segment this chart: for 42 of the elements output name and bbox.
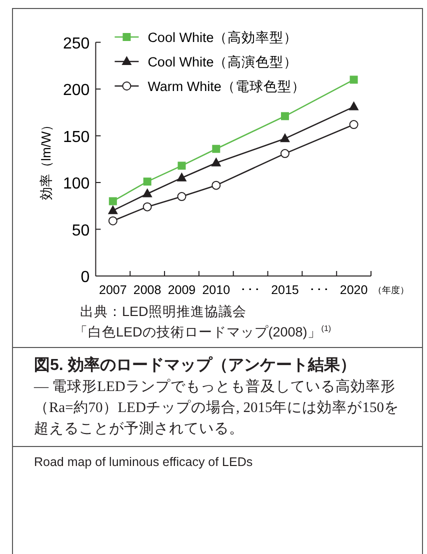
x-tick-label: 2015	[271, 283, 299, 297]
legend-label: Cool White（高効率型）	[148, 30, 298, 45]
point	[142, 188, 152, 198]
point	[177, 192, 186, 202]
point	[280, 112, 289, 120]
y-tick-label: 150	[62, 128, 90, 146]
text: Road map of luminous efficacy of LEDs	[12, 446, 423, 469]
point	[280, 133, 290, 142]
point	[349, 120, 358, 130]
point	[280, 149, 290, 158]
point	[348, 101, 359, 110]
legend-label: Cool White（高演色型）	[148, 54, 298, 70]
x-tick-label: ･･･	[308, 283, 330, 297]
y-tick-label: 100	[62, 176, 90, 193]
y-tick-label: 50	[72, 222, 90, 240]
point	[108, 216, 118, 226]
y-tick-label: 0	[80, 269, 90, 286]
point	[212, 180, 221, 190]
y-tick-label: 200	[62, 82, 90, 100]
y-tick-label: 250	[62, 35, 90, 52]
x-axis-title: （年度）	[373, 285, 409, 295]
point	[178, 162, 186, 170]
x-tick-label: 2008	[133, 283, 162, 297]
point	[212, 144, 220, 153]
text: 「白色LEDの技術ロードマップ(2008)」$^{(1)}$	[74, 323, 332, 340]
text: — 電球形LEDランプでもっとも普及している高効率形（Ra=約70）LEDチップの場合, 2015年には効率が150を超えることが予測されている。	[34, 378, 400, 439]
text: 図5. 効率のロードマップ（アンケート結果）	[34, 356, 357, 376]
point	[108, 197, 117, 206]
x-tick-label: ･･･	[240, 283, 262, 297]
x-tick-label: 2007	[99, 283, 127, 297]
point	[211, 157, 222, 166]
point	[108, 205, 118, 214]
point	[176, 172, 187, 182]
x-tick-label: 2010	[202, 283, 230, 297]
point	[142, 202, 152, 212]
y-axis-title: 効率（lm/W）	[38, 118, 54, 200]
source-note: 出典：LED照明推進協議会	[80, 303, 248, 320]
x-tick-label: 2009	[168, 283, 196, 297]
x-tick-label: 2020	[340, 283, 368, 297]
legend-label: Warm White（電球色型）	[148, 79, 306, 94]
point	[143, 178, 152, 186]
point	[350, 76, 358, 84]
